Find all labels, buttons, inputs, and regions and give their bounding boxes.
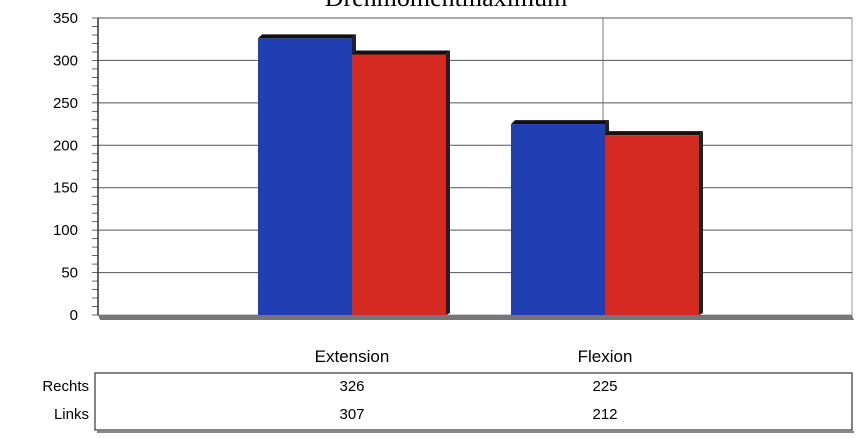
y-tick-label: 250: [53, 95, 78, 112]
y-axis: 0 50 100 150 200 250 300 350: [53, 10, 99, 324]
y-tick-label: 100: [53, 222, 78, 239]
bar-rechts: [258, 38, 352, 315]
bar-top-rechts: [258, 34, 356, 39]
bar-links: [605, 135, 699, 315]
chart-floor: [98, 315, 854, 320]
table-row-label: Links: [54, 406, 89, 423]
y-tick-label: 150: [53, 180, 78, 197]
table-row-label: Rechts: [42, 378, 89, 395]
category-labels: Extension Flexion: [315, 347, 633, 366]
bar-rechts: [511, 124, 605, 315]
chart-title: Drehmomentmaximum: [325, 0, 568, 12]
bar-links: [352, 54, 446, 315]
bars: [258, 34, 703, 315]
bar-side-links: [446, 50, 450, 315]
bar-top-links: [605, 131, 703, 136]
table-cell: 326: [339, 378, 364, 395]
plot-border: [97, 17, 853, 316]
table-cell: 212: [592, 406, 617, 423]
y-tick-label: 0: [70, 307, 78, 324]
y-tick-label: 350: [53, 10, 78, 27]
data-table-border: [94, 372, 853, 431]
y-tick-label: 50: [61, 265, 78, 282]
x-category-label: Extension: [315, 347, 390, 366]
y-tick-label: 200: [53, 137, 78, 154]
y-tick-label: 300: [53, 52, 78, 69]
bar-side-links: [699, 131, 703, 315]
data-table: Rechts 326 225 Links 307 212: [42, 372, 854, 433]
table-cell: 225: [592, 378, 617, 395]
bar-top-links: [352, 50, 450, 55]
bar-top-rechts: [511, 120, 609, 125]
x-category-label: Flexion: [578, 347, 633, 366]
table-cell: 307: [339, 406, 364, 423]
grid-lines: [97, 17, 854, 320]
